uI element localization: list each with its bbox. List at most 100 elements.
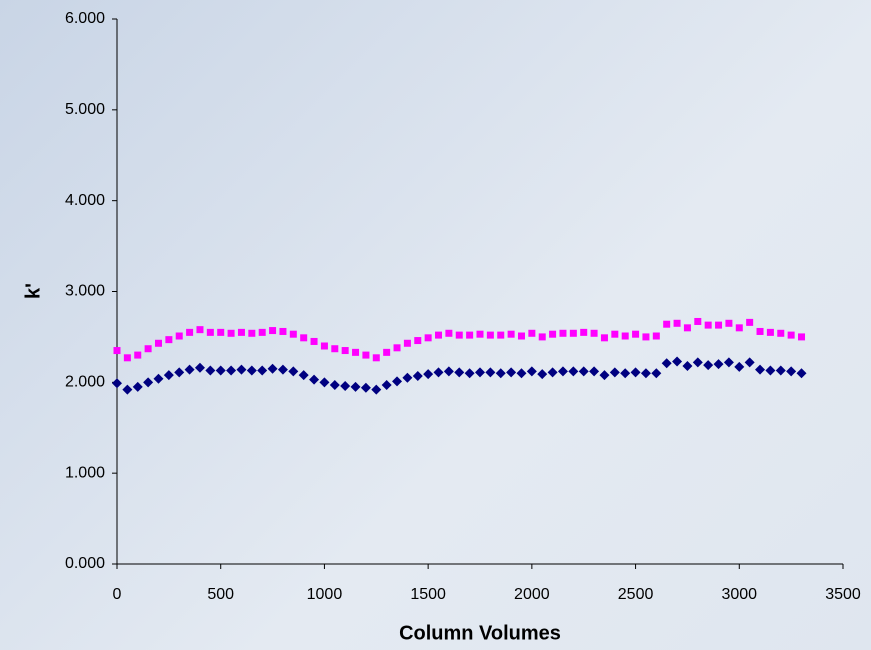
- marker: [777, 329, 785, 337]
- marker: [393, 344, 401, 352]
- marker: [381, 380, 392, 391]
- y-tick-label: 3.000: [65, 283, 105, 300]
- marker: [424, 334, 432, 342]
- marker: [269, 327, 277, 335]
- x-tick-label: 0: [113, 586, 122, 603]
- marker: [300, 334, 308, 342]
- marker: [766, 328, 774, 336]
- marker: [288, 366, 299, 377]
- marker: [215, 365, 226, 376]
- marker: [580, 328, 588, 336]
- marker: [362, 351, 370, 359]
- marker: [402, 372, 413, 383]
- y-tick-label: 0.000: [65, 555, 105, 572]
- marker: [796, 368, 807, 379]
- y-axis-label: k': [22, 283, 44, 299]
- marker: [715, 321, 723, 329]
- marker: [526, 366, 537, 377]
- marker: [310, 337, 318, 345]
- y-tick-label: 1.000: [65, 464, 105, 481]
- marker: [640, 368, 651, 379]
- marker: [786, 366, 797, 377]
- marker: [557, 366, 568, 377]
- marker: [143, 377, 154, 388]
- marker: [507, 330, 515, 338]
- marker: [661, 358, 672, 369]
- marker: [454, 367, 465, 378]
- marker: [298, 370, 309, 381]
- marker: [309, 374, 320, 385]
- marker: [672, 356, 683, 367]
- marker: [205, 365, 216, 376]
- marker: [476, 330, 484, 338]
- marker: [755, 364, 766, 375]
- marker: [652, 332, 660, 340]
- marker: [267, 363, 278, 374]
- marker: [423, 369, 434, 380]
- marker: [683, 324, 691, 332]
- marker: [528, 329, 536, 337]
- marker: [775, 365, 786, 376]
- marker: [445, 329, 453, 337]
- marker: [319, 377, 330, 388]
- marker: [798, 333, 806, 341]
- marker: [506, 367, 517, 378]
- marker: [341, 347, 349, 355]
- marker: [516, 368, 527, 379]
- marker: [475, 367, 485, 378]
- marker: [538, 333, 546, 341]
- marker: [756, 327, 764, 335]
- marker: [371, 384, 382, 395]
- marker: [443, 366, 454, 377]
- marker: [113, 347, 121, 355]
- marker: [122, 384, 133, 395]
- marker: [329, 380, 340, 391]
- x-tick-label: 1500: [410, 586, 446, 603]
- marker: [651, 368, 662, 379]
- marker: [569, 329, 577, 337]
- marker: [765, 365, 776, 376]
- marker: [227, 329, 235, 337]
- marker: [589, 366, 600, 377]
- marker: [435, 331, 443, 339]
- marker: [246, 365, 257, 376]
- marker: [485, 367, 496, 378]
- marker: [578, 366, 589, 377]
- x-tick-label: 1000: [307, 586, 343, 603]
- marker: [174, 367, 185, 378]
- marker: [412, 370, 423, 381]
- marker: [734, 361, 745, 372]
- marker: [383, 348, 391, 356]
- marker: [175, 332, 183, 340]
- marker: [611, 330, 619, 338]
- marker: [703, 360, 714, 371]
- marker: [144, 345, 152, 353]
- marker: [372, 354, 380, 362]
- marker: [340, 380, 351, 391]
- marker: [609, 367, 620, 378]
- marker: [206, 328, 214, 336]
- marker: [621, 332, 629, 340]
- marker: [590, 329, 598, 337]
- marker: [537, 369, 548, 380]
- marker: [289, 330, 297, 338]
- marker: [632, 330, 640, 338]
- marker: [455, 331, 463, 339]
- marker: [673, 319, 681, 327]
- marker: [226, 365, 237, 376]
- marker: [320, 342, 328, 350]
- marker: [704, 321, 712, 329]
- y-tick-label: 4.000: [65, 192, 105, 209]
- marker: [642, 333, 650, 341]
- x-tick-label: 3500: [825, 586, 861, 603]
- x-tick-label: 2000: [514, 586, 550, 603]
- marker: [258, 328, 266, 336]
- marker: [217, 328, 225, 336]
- marker: [154, 339, 162, 347]
- marker: [392, 376, 403, 387]
- x-tick-label: 3000: [721, 586, 757, 603]
- marker: [277, 364, 288, 375]
- marker: [236, 364, 247, 375]
- marker: [630, 367, 641, 378]
- marker: [692, 357, 703, 368]
